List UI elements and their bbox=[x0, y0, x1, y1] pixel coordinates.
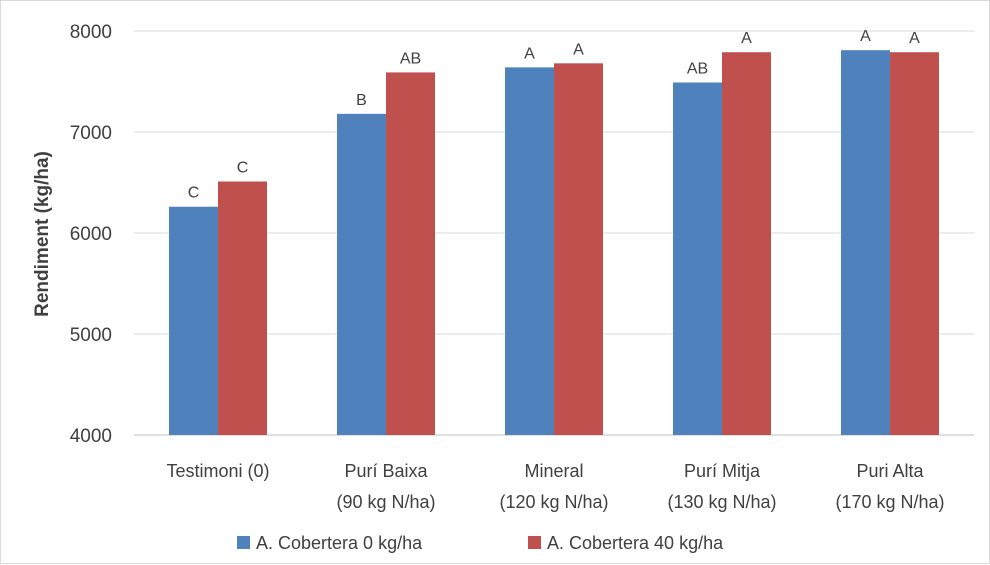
data-label: AB bbox=[687, 61, 708, 78]
bar bbox=[386, 72, 435, 435]
legend-label: A. Cobertera 0 kg/ha bbox=[256, 533, 423, 553]
x-category-label: Purí Mitja bbox=[684, 461, 761, 481]
x-category-label: (90 kg N/ha) bbox=[336, 492, 435, 512]
bar bbox=[673, 82, 722, 435]
legend-swatch bbox=[237, 536, 250, 549]
data-label: AB bbox=[400, 50, 421, 67]
data-label: A bbox=[573, 41, 584, 58]
bar bbox=[890, 52, 939, 436]
y-tick-label: 6000 bbox=[70, 224, 112, 245]
bar bbox=[505, 67, 554, 436]
legend-label: A. Cobertera 40 kg/ha bbox=[547, 533, 724, 553]
data-label: A bbox=[741, 30, 752, 47]
data-label: C bbox=[237, 159, 249, 176]
data-labels: C C B AB A A AB A A A bbox=[188, 28, 920, 202]
data-label: A bbox=[909, 30, 920, 47]
x-category-label: Mineral bbox=[524, 461, 583, 481]
x-category-label: Purí Baixa bbox=[344, 461, 428, 481]
x-category-label: (120 kg N/ha) bbox=[499, 492, 608, 512]
y-axis-ticks: 4000 5000 6000 7000 8000 bbox=[70, 22, 112, 447]
x-category-label: (170 kg N/ha) bbox=[835, 492, 944, 512]
bar bbox=[337, 113, 386, 435]
legend: A. Cobertera 0 kg/ha A. Cobertera 40 kg/h… bbox=[237, 533, 724, 553]
bar bbox=[554, 63, 603, 435]
data-label: C bbox=[188, 185, 200, 202]
bar bbox=[722, 52, 771, 436]
y-tick-label: 4000 bbox=[70, 426, 112, 447]
x-category-label: Puri Alta bbox=[856, 461, 924, 481]
bar bbox=[169, 206, 218, 435]
x-category-label: Testimoni (0) bbox=[166, 461, 269, 481]
data-label: A bbox=[860, 28, 871, 45]
x-category-label: (130 kg N/ha) bbox=[667, 492, 776, 512]
bars bbox=[169, 50, 939, 436]
legend-swatch bbox=[528, 536, 541, 549]
data-label: A bbox=[524, 45, 535, 62]
bar bbox=[218, 181, 267, 435]
bar bbox=[841, 50, 890, 435]
y-tick-label: 5000 bbox=[70, 325, 112, 346]
y-axis-title: Rendiment (kg/ha) bbox=[32, 151, 53, 317]
x-axis-categories: Testimoni (0) Purí Baixa (90 kg N/ha) Miner… bbox=[166, 461, 944, 512]
y-tick-label: 7000 bbox=[70, 123, 112, 144]
data-label: B bbox=[356, 92, 367, 109]
y-tick-label: 8000 bbox=[70, 22, 112, 43]
